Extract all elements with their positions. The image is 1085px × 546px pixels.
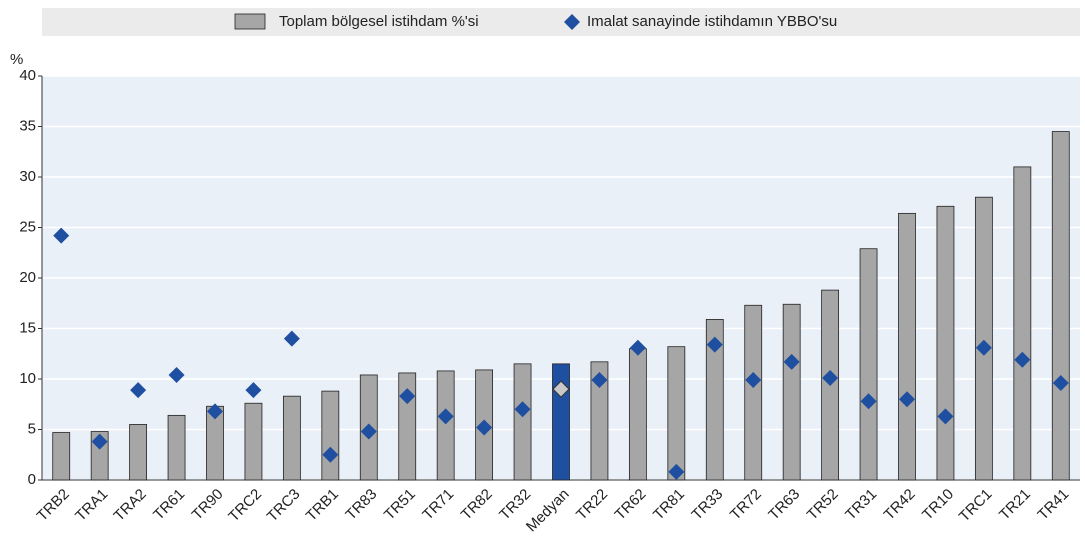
marker xyxy=(476,419,493,436)
marker xyxy=(899,391,915,408)
bar xyxy=(129,424,148,481)
x-tick-label: TR21 xyxy=(996,486,1034,524)
x-tick-label: TRC3 xyxy=(264,486,304,526)
bar xyxy=(167,414,186,481)
marker xyxy=(360,423,377,440)
bar xyxy=(1013,166,1032,481)
marker xyxy=(860,393,877,410)
marker xyxy=(283,330,300,347)
x-tick-label: TRB1 xyxy=(303,486,342,525)
bar xyxy=(782,303,801,481)
x-tick-label: TRB2 xyxy=(34,486,73,525)
legend-swatch xyxy=(564,14,580,30)
bar xyxy=(898,212,916,481)
x-tick-label: TR72 xyxy=(727,486,765,524)
x-tick-label: TR31 xyxy=(842,486,880,524)
x-tick-label: TRA2 xyxy=(111,486,150,525)
y-tick-label: 10 xyxy=(19,370,36,387)
x-tick-label: TR52 xyxy=(804,486,842,524)
bar xyxy=(628,348,647,481)
legend-label: Toplam bölgesel istihdam %'si xyxy=(279,13,479,30)
x-tick-label: TRC1 xyxy=(956,486,996,526)
y-tick-label: 20 xyxy=(19,269,36,286)
x-tick-label: Medyan xyxy=(523,486,573,536)
y-tick-label: 25 xyxy=(19,218,36,235)
marker xyxy=(668,463,685,480)
marker xyxy=(1052,375,1069,392)
bar xyxy=(1051,131,1070,481)
legend-swatch xyxy=(234,13,266,30)
y-tick-label: 40 xyxy=(19,67,36,84)
x-tick-label: TR81 xyxy=(650,486,688,524)
x-tick-label: TR61 xyxy=(150,486,188,524)
marker xyxy=(975,339,992,356)
marker xyxy=(822,369,839,386)
y-tick-label: 5 xyxy=(28,420,36,437)
bar xyxy=(744,304,763,481)
marker xyxy=(591,372,608,389)
marker xyxy=(514,401,531,418)
x-tick-label: TR33 xyxy=(688,486,726,524)
x-tick-label: TR22 xyxy=(573,486,611,524)
bar xyxy=(321,390,340,481)
bar xyxy=(436,370,455,481)
marker xyxy=(91,433,108,450)
marker xyxy=(629,339,646,356)
marker xyxy=(168,366,185,383)
bar xyxy=(974,196,993,481)
y-axis-label: % xyxy=(10,51,23,68)
bar xyxy=(859,248,878,481)
legend-box xyxy=(42,8,1080,36)
marker xyxy=(706,336,723,353)
bar xyxy=(667,346,686,481)
x-tick-label: TR42 xyxy=(881,486,919,524)
x-tick-label: TR63 xyxy=(765,486,803,524)
y-tick-label: 15 xyxy=(19,319,36,336)
marker xyxy=(437,408,454,425)
x-tick-label: TRA1 xyxy=(72,486,111,525)
bar xyxy=(244,402,263,481)
bar xyxy=(590,361,609,481)
bar xyxy=(282,395,301,481)
marker xyxy=(322,446,339,463)
x-tick-label: TR51 xyxy=(381,486,419,524)
x-tick-label: TR71 xyxy=(419,486,457,524)
x-tick-label: TR41 xyxy=(1034,486,1072,524)
bar xyxy=(705,319,724,481)
marker xyxy=(207,403,223,420)
bar xyxy=(936,205,955,481)
x-tick-label: TR62 xyxy=(612,486,650,524)
marker xyxy=(53,227,70,244)
x-tick-label: TRC2 xyxy=(225,486,265,526)
x-tick-label: TR90 xyxy=(189,486,227,524)
x-tick-label: TR82 xyxy=(458,486,496,524)
x-tick-label: TR10 xyxy=(919,486,957,524)
bar xyxy=(513,363,532,481)
legend-label: Imalat sanayinde istihdamın YBBO'su xyxy=(587,13,837,30)
y-tick-label: 35 xyxy=(19,117,36,134)
bar xyxy=(52,432,71,481)
marker xyxy=(1014,351,1031,368)
marker xyxy=(399,388,416,405)
marker xyxy=(745,372,762,389)
marker xyxy=(937,408,954,425)
marker xyxy=(783,353,800,370)
marker xyxy=(245,382,262,399)
marker xyxy=(130,382,147,399)
y-tick-label: 30 xyxy=(19,168,36,185)
marker xyxy=(552,380,570,398)
x-tick-label: TR83 xyxy=(342,486,380,524)
y-tick-label: 0 xyxy=(28,471,36,488)
